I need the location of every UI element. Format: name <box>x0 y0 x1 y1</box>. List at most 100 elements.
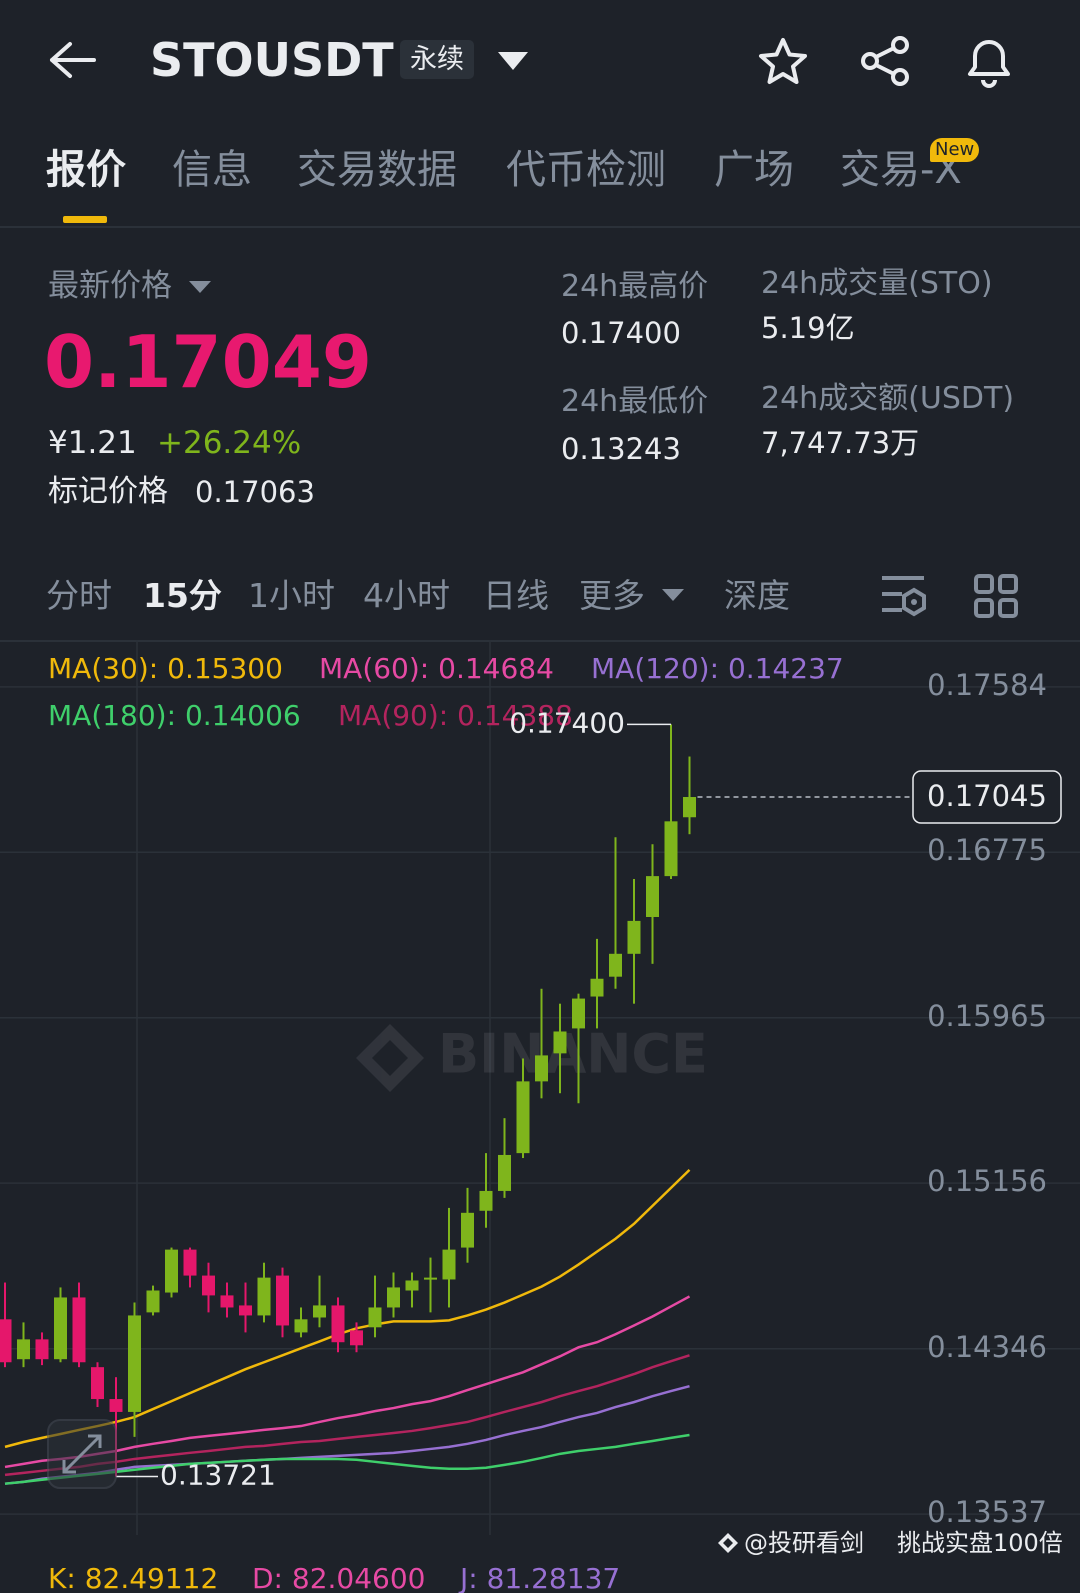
price-dropdown[interactable] <box>188 280 212 294</box>
candle-body <box>572 998 585 1029</box>
stat-label: 24h最高价 <box>561 269 709 304</box>
ma-line <box>4 1295 691 1469</box>
divider <box>0 226 1080 228</box>
candle-body <box>202 1275 215 1296</box>
mark-price-label: 标记价格 <box>48 474 168 509</box>
last-price-box <box>912 770 1062 824</box>
candle-body <box>91 1367 104 1400</box>
candle-body <box>516 1081 530 1154</box>
candle-body <box>627 920 641 954</box>
y-tick-label: 0.17584 <box>927 668 1047 702</box>
candle-body <box>35 1339 49 1360</box>
active-tab-indicator <box>63 216 107 223</box>
tab[interactable]: 信息 <box>172 147 252 193</box>
ma-line <box>4 1168 691 1449</box>
stat-label: 24h成交额(USDT) <box>761 381 1015 416</box>
candle-body <box>683 797 696 818</box>
tab[interactable]: 交易数据 <box>297 147 457 193</box>
candlestick-chart: BINANCE 0.17584 0.16775 0.15965 0.15156 0.14… <box>0 640 1080 1593</box>
candle-body <box>387 1287 400 1308</box>
last-price: 0.17049 <box>44 320 372 404</box>
layout-icon[interactable] <box>974 574 1018 618</box>
tab[interactable]: 报价 <box>46 147 126 193</box>
legend-entry: MA(60): 0.14684 <box>319 652 554 685</box>
stat-label: 24h成交量(STO) <box>761 266 993 301</box>
y-tick-label: 0.15965 <box>927 999 1047 1033</box>
candle-body <box>294 1319 308 1333</box>
y-tick-label: 0.16775 <box>927 833 1047 867</box>
candle-body <box>109 1399 123 1412</box>
interval[interactable]: 1小时 <box>248 576 335 615</box>
candle-body <box>479 1190 493 1211</box>
kdj-value: D: 82.04600 <box>252 1562 426 1593</box>
legend-entry: MA(90): 0.14388 <box>338 699 573 732</box>
interval[interactable]: 深度 <box>724 576 790 615</box>
candle-body <box>646 876 659 918</box>
candle-body <box>609 953 622 977</box>
candle-body <box>590 978 604 997</box>
candle-body <box>368 1307 382 1328</box>
favorite-icon[interactable] <box>756 36 810 88</box>
candle-body <box>442 1249 456 1280</box>
interval[interactable]: 4小时 <box>363 576 450 615</box>
tab[interactable]: 广场 <box>714 147 794 193</box>
kdj-value: J: 81.28137 <box>458 1562 620 1593</box>
cny-price: ¥1.21 <box>48 425 137 461</box>
slogan: 挑战实盘100倍 <box>897 1529 1063 1557</box>
candle-body <box>664 821 678 877</box>
y-tick-label: 0.14346 <box>927 1330 1047 1364</box>
candle-body <box>54 1297 67 1360</box>
stat-value: 5.19亿 <box>761 311 855 345</box>
candle-body <box>146 1290 160 1313</box>
share-icon[interactable] <box>858 34 914 88</box>
interval[interactable]: 更多 <box>579 576 645 615</box>
stat-value: 7,747.73万 <box>761 426 920 460</box>
tab[interactable]: 代币检测 <box>506 147 666 193</box>
candle-body <box>331 1305 345 1343</box>
candle-body <box>553 1031 567 1054</box>
candle-body <box>165 1249 178 1293</box>
symbol-dropdown[interactable] <box>496 50 530 72</box>
more-dropdown[interactable] <box>661 588 685 602</box>
price-label[interactable]: 最新价格 <box>48 268 172 304</box>
symbol[interactable]: STOUSDT <box>150 33 394 87</box>
ma-line <box>4 1384 690 1485</box>
candle-body <box>257 1277 271 1316</box>
candle-body <box>128 1315 141 1412</box>
candle-body <box>72 1297 86 1363</box>
indicator-settings-icon[interactable] <box>880 574 928 618</box>
candle-body <box>498 1154 511 1191</box>
footer-credit: @投研看剑 挑战实盘100倍 <box>718 1529 1063 1557</box>
expand-button[interactable] <box>47 1419 117 1489</box>
candle-body <box>424 1277 437 1280</box>
kdj-value: K: 82.49112 <box>48 1562 218 1593</box>
interval[interactable]: 分时 <box>46 576 112 615</box>
new-badge: New <box>930 138 980 162</box>
candle-body <box>183 1249 197 1276</box>
watermark: BINANCE <box>356 1023 708 1092</box>
y-tick-label: 0.13537 <box>927 1495 1047 1529</box>
contract-badge: 永续 <box>400 40 474 79</box>
last-price-label: 0.17045 <box>927 779 1047 813</box>
watermark-text: BINANCE <box>438 1023 708 1086</box>
notification-icon[interactable] <box>962 34 1016 88</box>
author: @投研看剑 <box>744 1529 864 1557</box>
candle-body <box>220 1295 234 1308</box>
stat-label: 24h最低价 <box>561 384 709 419</box>
ma-line <box>4 1354 690 1477</box>
legend-entry: MA(180): 0.14006 <box>48 699 301 732</box>
price-change: +26.24% <box>157 425 302 461</box>
interval[interactable]: 15分 <box>143 576 222 615</box>
candle-body <box>0 1319 12 1363</box>
candle-body <box>405 1280 419 1291</box>
interval[interactable]: 日线 <box>483 576 549 615</box>
candle-body <box>276 1275 289 1326</box>
mark-price: 0.17063 <box>195 475 315 509</box>
candle-body <box>313 1305 326 1318</box>
stat-value: 0.17400 <box>561 316 681 350</box>
candle-body <box>350 1330 363 1346</box>
candle-body <box>239 1305 252 1316</box>
legend-entry: MA(120): 0.14237 <box>591 652 844 685</box>
candle-body <box>17 1339 30 1360</box>
back-button[interactable] <box>48 40 98 80</box>
